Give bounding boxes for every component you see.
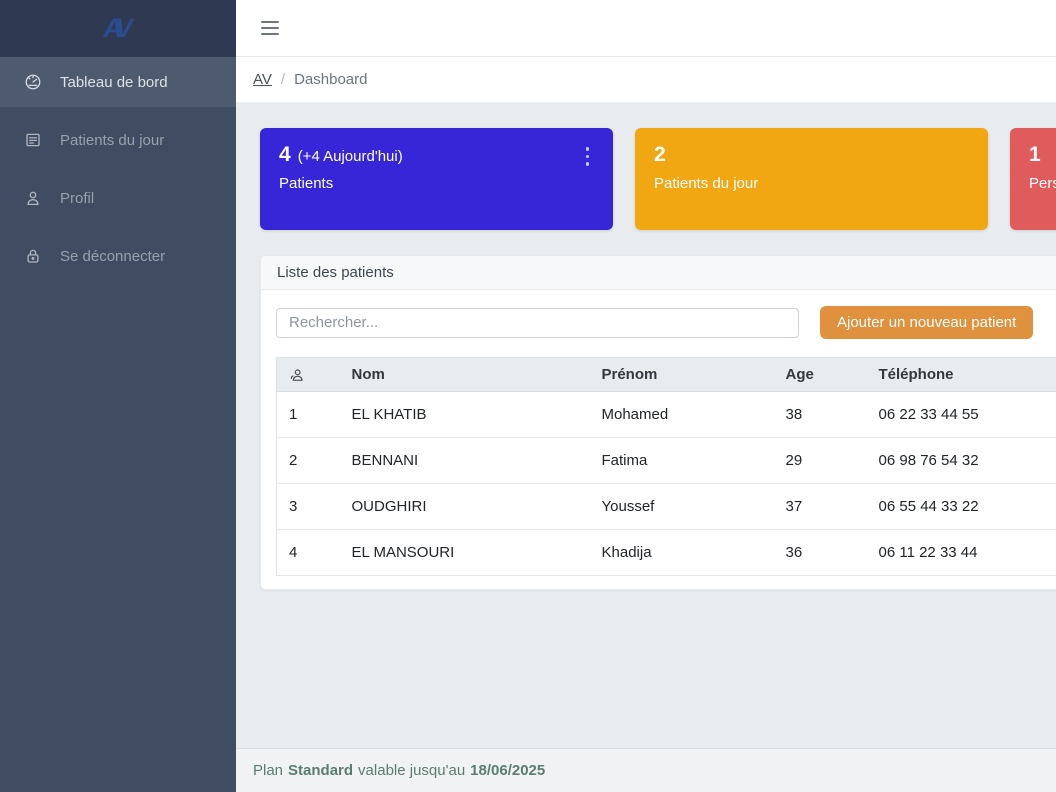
column-header-prenom: Prénom <box>589 357 774 392</box>
cell-prenom: Youssef <box>589 483 774 530</box>
cell-nom: OUDGHIRI <box>339 483 590 530</box>
plan-footer: Plan Standard valable jusqu'au 18/06/202… <box>236 748 1056 792</box>
table-row[interactable]: 4 EL MANSOURI Khadija 36 06 11 22 33 44 <box>276 529 1056 576</box>
breadcrumb: AV / Dashboard <box>236 57 1056 103</box>
footer-text: Plan <box>253 762 284 779</box>
cell-nom: EL MANSOURI <box>339 529 590 576</box>
logo-band: AV <box>0 0 236 57</box>
table-row[interactable]: 3 OUDGHIRI Youssef 37 06 55 44 33 22 <box>276 483 1056 530</box>
stat-extra: (+4 Aujourd'hui) <box>297 148 403 165</box>
main-area: AV / Dashboard 4 (+4 Aujourd'hui) Patien… <box>236 0 1056 792</box>
plan-name: Standard <box>288 762 354 779</box>
sidebar-item-profil[interactable]: Profil <box>0 173 236 223</box>
patients-du-jour-stat-card: 2 Patients du jour <box>635 128 988 230</box>
stat-cards-row: 4 (+4 Aujourd'hui) Patients 2 Patients d… <box>260 128 1056 230</box>
cell-telephone: 06 11 22 33 44 <box>866 529 1056 576</box>
personnel-stat-card: 1 Personnel <box>1010 128 1056 230</box>
person-icon <box>289 367 328 383</box>
column-header-telephone: Téléphone <box>866 357 1056 392</box>
stat-label: Patients du jour <box>654 175 759 192</box>
cell-nom: BENNANI <box>339 437 590 484</box>
user-icon <box>24 189 42 207</box>
hamburger-icon[interactable] <box>259 17 281 39</box>
search-input[interactable] <box>276 307 799 338</box>
cell-telephone: 06 98 76 54 32 <box>866 437 1056 484</box>
cell-prenom: Fatima <box>589 437 774 484</box>
stat-value: 4 <box>279 143 291 166</box>
index-column-header <box>276 357 340 392</box>
stat-label: Personnel <box>1029 175 1056 192</box>
breadcrumb-current: Dashboard <box>294 71 368 88</box>
cell-prenom: Khadija <box>589 529 774 576</box>
sidebar: AV Tableau de bord Patients du jour <box>0 0 236 792</box>
sidebar-item-label: Se déconnecter <box>60 247 166 265</box>
cell-nom: EL KHATIB <box>339 391 590 438</box>
cell-index: 2 <box>276 437 340 484</box>
add-patient-button[interactable]: Ajouter un nouveau patient <box>820 306 1034 339</box>
patients-stat-card: 4 (+4 Aujourd'hui) Patients <box>260 128 613 230</box>
patients-list-panel: Liste des patients Ajouter un nouveau pa… <box>260 255 1056 590</box>
stat-value: 2 <box>654 143 666 166</box>
cell-age: 36 <box>773 529 867 576</box>
cell-prenom: Mohamed <box>589 391 774 438</box>
cell-age: 38 <box>773 391 867 438</box>
list-icon <box>24 131 42 149</box>
panel-title: Liste des patients <box>261 256 1056 290</box>
breadcrumb-separator: / <box>280 71 286 88</box>
sidebar-item-label: Patients du jour <box>60 131 165 149</box>
cell-age: 29 <box>773 437 867 484</box>
stat-value: 1 <box>1029 143 1041 166</box>
topbar <box>236 0 1056 57</box>
table-row[interactable]: 1 EL KHATIB Mohamed 38 06 22 33 44 55 <box>276 391 1056 438</box>
gauge-icon <box>24 73 42 91</box>
sidebar-item-label: Tableau de bord <box>60 73 168 91</box>
cell-telephone: 06 22 33 44 55 <box>866 391 1056 438</box>
cell-index: 3 <box>276 483 340 530</box>
table-row[interactable]: 2 BENNANI Fatima 29 06 98 76 54 32 <box>276 437 1056 484</box>
table-header-row: Nom Prénom Age Téléphone <box>276 357 1056 392</box>
plan-expiry-date: 18/06/2025 <box>470 762 546 779</box>
cell-age: 37 <box>773 483 867 530</box>
sidebar-item-logout[interactable]: Se déconnecter <box>0 231 236 281</box>
content: 4 (+4 Aujourd'hui) Patients 2 Patients d… <box>236 103 1056 748</box>
app-logo: AV <box>103 13 132 43</box>
sidebar-item-patients-du-jour[interactable]: Patients du jour <box>0 115 236 165</box>
kebab-menu-icon[interactable] <box>584 145 592 168</box>
patients-table: Nom Prénom Age Téléphone 1 EL KHATIB Moh… <box>276 357 1056 576</box>
column-header-nom: Nom <box>339 357 590 392</box>
sidebar-item-label: Profil <box>60 189 95 207</box>
footer-text: valable jusqu'au <box>358 762 466 779</box>
lock-icon <box>24 247 42 265</box>
stat-label: Patients <box>279 175 334 192</box>
breadcrumb-home-link[interactable]: AV <box>253 71 272 88</box>
column-header-age: Age <box>773 357 867 392</box>
cell-index: 1 <box>276 391 340 438</box>
sidebar-item-dashboard[interactable]: Tableau de bord <box>0 57 236 107</box>
cell-index: 4 <box>276 529 340 576</box>
cell-telephone: 06 55 44 33 22 <box>866 483 1056 530</box>
